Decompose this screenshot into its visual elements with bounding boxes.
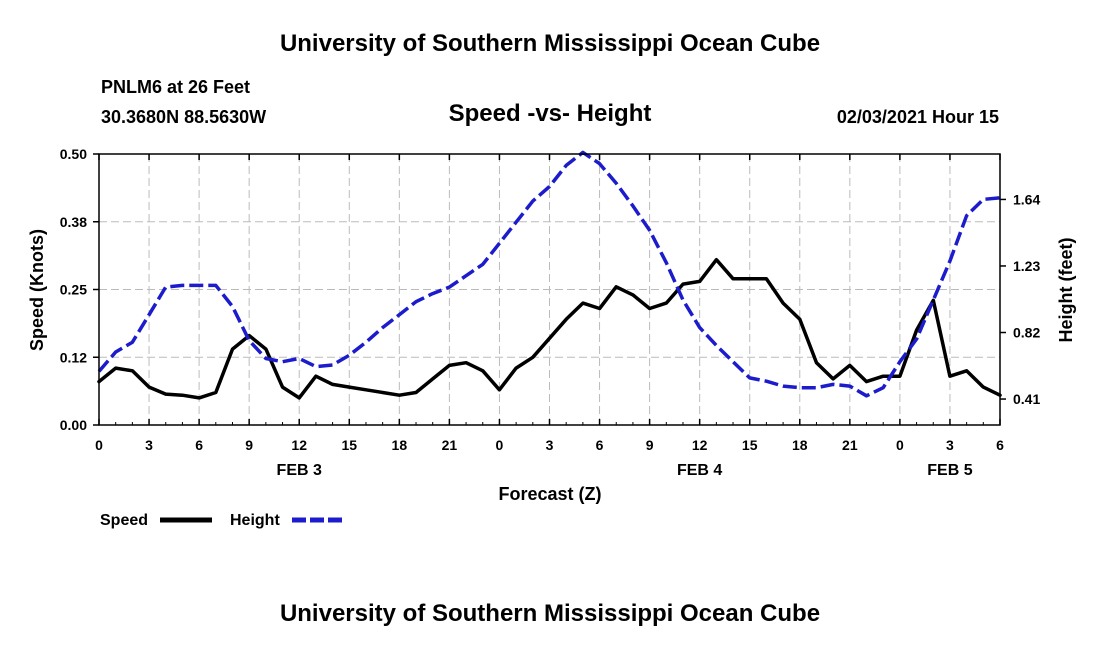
y-tick-label: 0.00 bbox=[60, 417, 87, 433]
x-tick-label: 18 bbox=[792, 437, 808, 453]
height-series-line bbox=[97, 150, 1001, 398]
x-tick-label: 0 bbox=[496, 437, 504, 453]
y2-tick-label: 0.82 bbox=[1013, 325, 1040, 341]
x-tick-label: 15 bbox=[341, 437, 357, 453]
x-tick-label: 9 bbox=[245, 437, 253, 453]
chart-title: Speed -vs- Height bbox=[448, 100, 652, 127]
x-tick-label: 0 bbox=[95, 437, 103, 453]
y-tick-label: 0.12 bbox=[60, 349, 87, 365]
legend-speed-label: Speed bbox=[100, 512, 148, 529]
x-tick-label: 12 bbox=[291, 437, 307, 453]
y-tick-label: 0.38 bbox=[60, 214, 87, 230]
speed-series-line bbox=[97, 257, 1002, 400]
page-title: University of Southern Mississippi Ocean… bbox=[279, 30, 821, 57]
x-tick-label: 15 bbox=[742, 437, 758, 453]
footer-title: University of Southern Mississippi Ocean… bbox=[279, 600, 821, 627]
grid bbox=[99, 154, 1000, 425]
legend-height-label: Height bbox=[230, 512, 280, 529]
legend: Speed Height bbox=[100, 512, 342, 529]
x-tick-label: 3 bbox=[145, 437, 153, 453]
x-tick-label: 21 bbox=[842, 437, 858, 453]
station-coordinates: 30.3680N 88.5630W bbox=[101, 107, 267, 127]
x-tick-label: 18 bbox=[392, 437, 408, 453]
y2-tick-label: 1.23 bbox=[1013, 258, 1040, 274]
x-tick-label: 0 bbox=[896, 437, 904, 453]
y-tick-label: 0.50 bbox=[60, 146, 87, 162]
x-tick-label: 3 bbox=[546, 437, 554, 453]
x-axis-label: Forecast (Z) bbox=[498, 484, 601, 504]
y2-tick-label: 0.41 bbox=[1013, 391, 1040, 407]
x-tick-label: 12 bbox=[692, 437, 708, 453]
y-axis-label: Speed (Knots) bbox=[27, 229, 47, 351]
y2-tick-label: 1.64 bbox=[1013, 191, 1040, 207]
x-tick-label: 21 bbox=[442, 437, 458, 453]
series-layer bbox=[97, 150, 1002, 400]
date-label: FEB 4 bbox=[677, 462, 722, 479]
y2-axis-label: Height (feet) bbox=[1056, 238, 1076, 343]
date-label: FEB 3 bbox=[277, 462, 322, 479]
y-tick-label: 0.25 bbox=[60, 282, 87, 298]
x-tick-label: 9 bbox=[646, 437, 654, 453]
axes: 0 3 6 9 12 15 18 21 0 3 6 9 12 15 18 21 0 3 6 0.00 0.12 0.25 0… bbox=[60, 146, 1041, 479]
date-label: FEB 5 bbox=[927, 462, 972, 479]
station-name: PNLM6 at 26 Feet bbox=[101, 77, 251, 97]
x-tick-label: 3 bbox=[946, 437, 954, 453]
x-tick-label: 6 bbox=[996, 437, 1004, 453]
forecast-datetime: 02/03/2021 Hour 15 bbox=[836, 107, 999, 127]
x-tick-label: 6 bbox=[195, 437, 203, 453]
x-tick-label: 6 bbox=[596, 437, 604, 453]
